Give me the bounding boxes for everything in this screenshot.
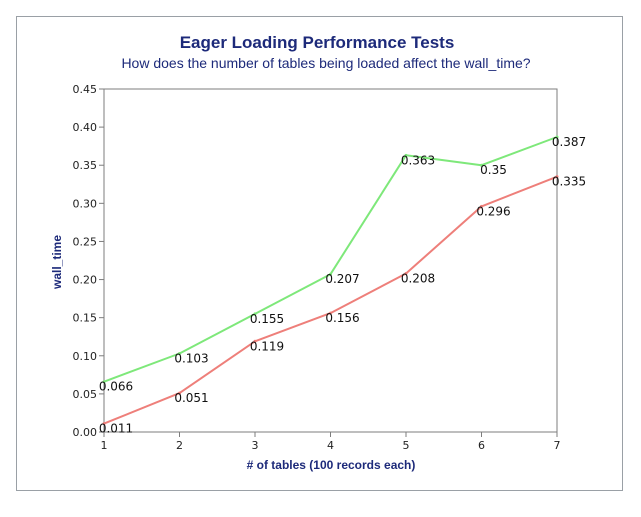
data-label: 0.296 bbox=[476, 204, 510, 218]
data-point bbox=[555, 135, 559, 139]
data-label: 0.35 bbox=[480, 163, 507, 177]
y-tick-label: 0.05 bbox=[73, 388, 98, 401]
data-label: 0.335 bbox=[552, 175, 586, 189]
data-label: 0.387 bbox=[552, 135, 586, 149]
data-label: 0.119 bbox=[250, 339, 284, 353]
data-point bbox=[102, 380, 106, 384]
data-label: 0.011 bbox=[99, 422, 133, 436]
y-tick-label: 0.10 bbox=[73, 350, 98, 363]
y-tick-label: 0.00 bbox=[73, 426, 98, 439]
plot-area bbox=[103, 88, 558, 433]
data-point bbox=[329, 311, 332, 315]
x-tick-label: 3 bbox=[252, 439, 259, 452]
data-point bbox=[480, 204, 483, 208]
data-point bbox=[555, 175, 559, 179]
x-tick-label: 5 bbox=[403, 439, 410, 452]
y-tick-label: 0.45 bbox=[73, 83, 98, 96]
data-label: 0.155 bbox=[250, 312, 284, 326]
x-tick-label: 4 bbox=[327, 439, 334, 452]
x-tick-label: 1 bbox=[101, 439, 108, 452]
y-tick-label: 0.25 bbox=[73, 235, 98, 248]
data-label: 0.207 bbox=[325, 272, 359, 286]
x-axis-title: # of tables (100 records each) bbox=[247, 458, 416, 472]
data-point bbox=[102, 422, 106, 426]
data-label: 0.103 bbox=[174, 351, 208, 365]
y-tick-label: 0.15 bbox=[73, 312, 98, 325]
data-point bbox=[404, 153, 408, 157]
chart-frame bbox=[16, 16, 623, 491]
x-tick-label: 6 bbox=[478, 439, 485, 452]
data-point bbox=[404, 271, 408, 275]
y-tick-label: 0.35 bbox=[73, 159, 98, 172]
data-point bbox=[329, 272, 332, 276]
data-point bbox=[178, 391, 181, 395]
chart-subtitle: How does the number of tables being load… bbox=[121, 55, 530, 71]
data-label: 0.156 bbox=[325, 311, 359, 325]
y-tick-label: 0.30 bbox=[73, 197, 98, 210]
chart-title: Eager Loading Performance Tests bbox=[180, 33, 455, 52]
data-label: 0.066 bbox=[99, 380, 133, 394]
data-label: 0.363 bbox=[401, 153, 435, 167]
data-point bbox=[480, 163, 483, 167]
data-label: 0.051 bbox=[174, 391, 208, 405]
data-label: 0.208 bbox=[401, 271, 435, 285]
y-tick-label: 0.20 bbox=[73, 274, 98, 287]
data-point bbox=[253, 339, 257, 343]
x-tick-label: 2 bbox=[176, 439, 183, 452]
y-axis-title: wall_time bbox=[50, 235, 64, 290]
y-tick-label: 0.40 bbox=[73, 121, 98, 134]
x-tick-label: 7 bbox=[554, 439, 561, 452]
data-point bbox=[178, 351, 181, 355]
data-point bbox=[253, 312, 257, 316]
